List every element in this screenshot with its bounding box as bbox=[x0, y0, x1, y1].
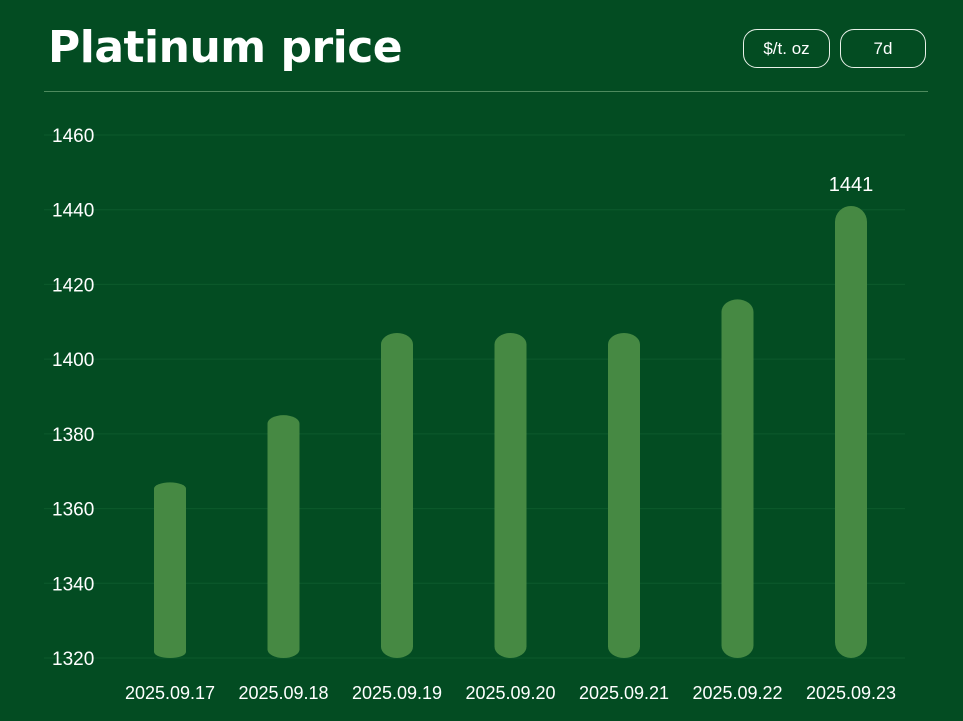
x-tick-label: 2025.09.18 bbox=[238, 683, 328, 703]
time-range-button[interactable]: 7d bbox=[840, 29, 926, 68]
header-divider bbox=[44, 91, 928, 92]
chart-controls: $/t. oz 7d bbox=[743, 29, 926, 68]
data-label: 1441 bbox=[829, 174, 874, 196]
unit-selector-button[interactable]: $/t. oz bbox=[743, 29, 830, 68]
bars bbox=[154, 205, 867, 658]
x-tick-label: 2025.09.22 bbox=[692, 683, 782, 703]
bar-2025.09.23[interactable] bbox=[835, 205, 867, 658]
y-tick-label: 1360 bbox=[52, 500, 94, 521]
y-tick-label: 1400 bbox=[52, 350, 94, 371]
bar-2025.09.18[interactable] bbox=[267, 415, 300, 658]
x-tick-label: 2025.09.23 bbox=[806, 683, 896, 703]
data-labels: 1441 bbox=[829, 174, 874, 196]
y-axis: 1320 1340 1360 1380 1400 1420 1440 1460 bbox=[52, 126, 94, 670]
bar-2025.09.22[interactable] bbox=[721, 299, 754, 658]
x-axis: 2025.09.17 2025.09.18 2025.09.19 2025.09.20… bbox=[125, 683, 896, 703]
bar-2025.09.20[interactable] bbox=[494, 332, 527, 658]
x-tick-label: 2025.09.19 bbox=[352, 683, 442, 703]
grid-lines bbox=[44, 134, 905, 659]
y-tick-label: 1460 bbox=[52, 126, 94, 147]
bar-2025.09.21[interactable] bbox=[608, 332, 640, 658]
y-tick-label: 1420 bbox=[52, 275, 94, 296]
x-tick-label: 2025.09.20 bbox=[465, 683, 555, 703]
y-tick-label: 1380 bbox=[52, 425, 94, 446]
page-title: Platinum price bbox=[48, 22, 403, 73]
y-tick-label: 1440 bbox=[52, 201, 94, 222]
y-tick-label: 1320 bbox=[52, 649, 94, 670]
y-tick-label: 1340 bbox=[52, 574, 94, 595]
bar-2025.09.19[interactable] bbox=[381, 332, 413, 658]
bar-2025.09.17[interactable] bbox=[154, 482, 186, 658]
x-tick-label: 2025.09.17 bbox=[125, 683, 215, 703]
x-tick-label: 2025.09.21 bbox=[579, 683, 669, 703]
